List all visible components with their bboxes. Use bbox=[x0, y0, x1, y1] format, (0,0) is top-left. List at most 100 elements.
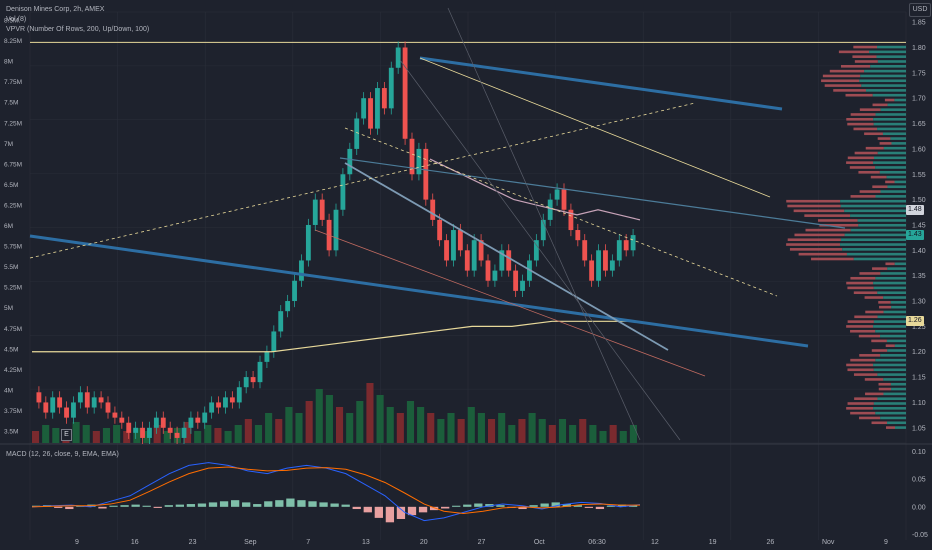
macd-hist-bar bbox=[584, 506, 594, 508]
macd-hist-bar bbox=[374, 506, 383, 518]
vpvr-down-bar bbox=[853, 373, 878, 376]
candle-body bbox=[181, 427, 187, 438]
y-tick-label-left: 6.25M bbox=[4, 202, 22, 209]
vpvr-up-bar bbox=[861, 84, 906, 87]
y-tick-label-left: 5.75M bbox=[4, 244, 22, 251]
vpvr-up-bar bbox=[873, 407, 906, 410]
macd-hist-bar bbox=[65, 506, 74, 510]
vpvr-down-bar bbox=[877, 137, 891, 140]
volume-bar bbox=[234, 425, 242, 443]
volume-bar bbox=[427, 413, 435, 443]
y-tick-label-left: 4.5M bbox=[4, 346, 18, 353]
candle-body bbox=[368, 98, 373, 129]
vpvr-down-bar bbox=[846, 161, 874, 164]
vpvr-down-bar bbox=[798, 252, 847, 256]
vpvr-up-bar bbox=[860, 74, 906, 78]
price-tag: 1.26 bbox=[906, 316, 924, 327]
vpvr-up-bar bbox=[886, 339, 906, 343]
macd-hist-bar bbox=[418, 506, 428, 513]
candle-body bbox=[133, 427, 139, 433]
vpvr-down-bar bbox=[853, 127, 878, 131]
vpvr-down-bar bbox=[819, 223, 859, 227]
candle-body bbox=[84, 392, 90, 408]
vpvr-down-bar bbox=[838, 50, 870, 54]
vpvr-up-bar bbox=[872, 93, 906, 97]
volume-bar bbox=[275, 419, 283, 443]
vpvr-up-bar bbox=[842, 248, 906, 251]
macd-hist-bar bbox=[606, 505, 616, 507]
y-tick-label-right: 1.30 bbox=[912, 299, 926, 306]
volume-bar bbox=[488, 419, 496, 443]
y-tick-label-right: 1.80 bbox=[912, 45, 926, 52]
vpvr-up-bar bbox=[873, 320, 906, 323]
vpvr-up-bar bbox=[880, 354, 906, 357]
y-tick-label-left: 4M bbox=[4, 387, 13, 394]
candle-body bbox=[381, 88, 387, 109]
diagonal-grey-2 bbox=[399, 59, 681, 441]
y-tick-label-right: 1.85 bbox=[912, 20, 926, 27]
x-tick-label: Oct bbox=[534, 539, 545, 546]
vpvr-down-bar bbox=[846, 363, 874, 367]
candle-body bbox=[112, 412, 118, 418]
vpvr-up-bar bbox=[875, 276, 906, 280]
volume-bar bbox=[82, 425, 90, 443]
volume-bar bbox=[143, 431, 151, 443]
vpvr-down-bar bbox=[786, 243, 841, 246]
y-tick-label-left: 5.25M bbox=[4, 285, 22, 292]
trendline-channel bbox=[344, 162, 669, 351]
vpvr-down-bar bbox=[864, 378, 884, 381]
volume-bar bbox=[52, 428, 60, 443]
currency-label[interactable]: USD bbox=[909, 3, 931, 17]
vpvr-up-bar bbox=[879, 170, 906, 174]
vpvr-down-bar bbox=[886, 426, 895, 429]
vpvr-down-bar bbox=[846, 407, 874, 410]
y-tick-label-left: 5.5M bbox=[4, 264, 18, 271]
volume-bar bbox=[437, 419, 445, 443]
candle-body bbox=[243, 377, 249, 388]
macd-hist-bar bbox=[352, 506, 361, 510]
candle-body bbox=[36, 392, 42, 403]
volume-bar bbox=[538, 419, 546, 443]
vpvr-up-bar bbox=[877, 45, 906, 49]
candle-body bbox=[471, 240, 477, 271]
macd-hist-bar bbox=[286, 498, 295, 507]
vpvr-up-bar bbox=[883, 392, 906, 396]
vpvr-down-bar bbox=[871, 421, 888, 425]
candle-body bbox=[506, 250, 512, 271]
macd-line bbox=[31, 462, 641, 522]
macd-hist-bar bbox=[551, 502, 560, 507]
vpvr-down-bar bbox=[879, 142, 892, 145]
candle-body bbox=[485, 260, 491, 281]
vpvr-up-bar bbox=[873, 363, 906, 367]
vpvr-down-bar bbox=[821, 79, 860, 83]
vpvr-down-bar bbox=[854, 60, 878, 63]
macd-y-tick: 0.10 bbox=[912, 449, 926, 456]
candle-body bbox=[347, 148, 353, 175]
vpvr-down-bar bbox=[850, 358, 876, 362]
candle-body bbox=[402, 47, 408, 139]
macd-hist-bar bbox=[308, 501, 317, 507]
candle-body bbox=[457, 230, 463, 251]
candle-body bbox=[540, 219, 546, 241]
vpvr-up-bar bbox=[891, 305, 906, 309]
candle-body bbox=[209, 402, 215, 413]
macd-hist-bar bbox=[219, 501, 229, 507]
vpvr-up-bar bbox=[875, 329, 906, 333]
vpvr-up-bar bbox=[875, 358, 906, 362]
macd-hist-bar bbox=[319, 502, 328, 507]
candle-body bbox=[444, 240, 449, 261]
earnings-badge[interactable]: E bbox=[61, 429, 72, 441]
macd-hist-bar bbox=[98, 506, 107, 509]
vpvr-up-bar bbox=[894, 344, 906, 347]
y-tick-label-right: 1.05 bbox=[912, 425, 926, 432]
macd-y-tick: -0.05 bbox=[912, 532, 928, 539]
volume-bar bbox=[204, 425, 212, 443]
candle-body bbox=[43, 402, 49, 413]
vpvr-down-bar bbox=[864, 132, 883, 136]
volume-bar bbox=[285, 407, 293, 443]
vpvr-up-bar bbox=[873, 161, 906, 164]
x-tick-label: 13 bbox=[362, 539, 370, 546]
macd-hist-bar bbox=[463, 504, 472, 507]
macd-hist-bar bbox=[441, 506, 450, 509]
